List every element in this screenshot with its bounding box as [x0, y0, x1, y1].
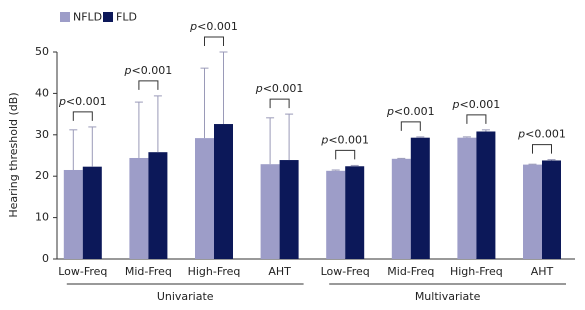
bar: [195, 138, 214, 259]
bar: [345, 166, 365, 259]
bar: [129, 157, 149, 259]
x-tick-label: AHT: [531, 265, 554, 278]
x-tick-label: AHT: [268, 265, 291, 278]
p-value-annotation: p<0.001: [452, 98, 501, 111]
x-tick-label: Mid-Freq: [387, 265, 434, 278]
bar: [260, 164, 280, 259]
bar: [410, 137, 430, 259]
p-value-annotation: p<0.001: [386, 105, 435, 118]
bar: [82, 166, 102, 259]
significance-bracket: [269, 98, 290, 109]
x-tick-label: High-Freq: [188, 265, 241, 278]
bar: [542, 160, 561, 259]
y-tick-label: 30: [35, 128, 49, 141]
legend-swatch: [60, 12, 70, 22]
significance-bracket: [204, 36, 224, 46]
bar: [457, 137, 477, 259]
legend-label: FLD: [116, 11, 137, 24]
significance-bracket: [138, 80, 159, 90]
bar: [476, 131, 496, 259]
y-tick-label: 0: [42, 252, 49, 265]
p-value-annotation: p<0.001: [58, 95, 107, 108]
significance-bracket: [72, 111, 93, 121]
x-tick-label: High-Freq: [450, 265, 503, 278]
legend-swatch: [103, 12, 113, 22]
y-tick-label: 50: [35, 45, 49, 58]
p-value-annotation: p<0.001: [255, 82, 304, 95]
bar: [391, 158, 411, 259]
bar: [63, 169, 83, 259]
bar: [523, 164, 542, 259]
significance-bracket: [335, 149, 356, 160]
x-tick-label: Mid-Freq: [125, 265, 172, 278]
x-tick-label: Low-Freq: [58, 265, 107, 278]
p-value-annotation: p<0.001: [124, 64, 173, 77]
p-value-annotation: p<0.001: [517, 128, 566, 141]
p-value-annotation: p<0.001: [189, 20, 238, 33]
y-tick-label: 40: [35, 86, 49, 99]
group-label: Univariate: [157, 290, 214, 303]
significance-bracket: [400, 121, 421, 131]
bar: [326, 170, 346, 259]
group-label: Multivariate: [415, 290, 481, 303]
y-tick-label: 10: [35, 211, 49, 224]
legend-label: NFLD: [73, 11, 102, 24]
significance-bracket: [466, 114, 487, 124]
y-tick-label: 20: [35, 169, 49, 182]
x-tick-label: Low-Freq: [321, 265, 370, 278]
y-axis-title: Hearing threshold (dB): [7, 92, 20, 217]
bar: [279, 160, 299, 259]
significance-bracket: [532, 144, 552, 154]
p-value-annotation: p<0.001: [320, 133, 369, 146]
bar: [148, 152, 168, 259]
bar: [214, 124, 233, 259]
